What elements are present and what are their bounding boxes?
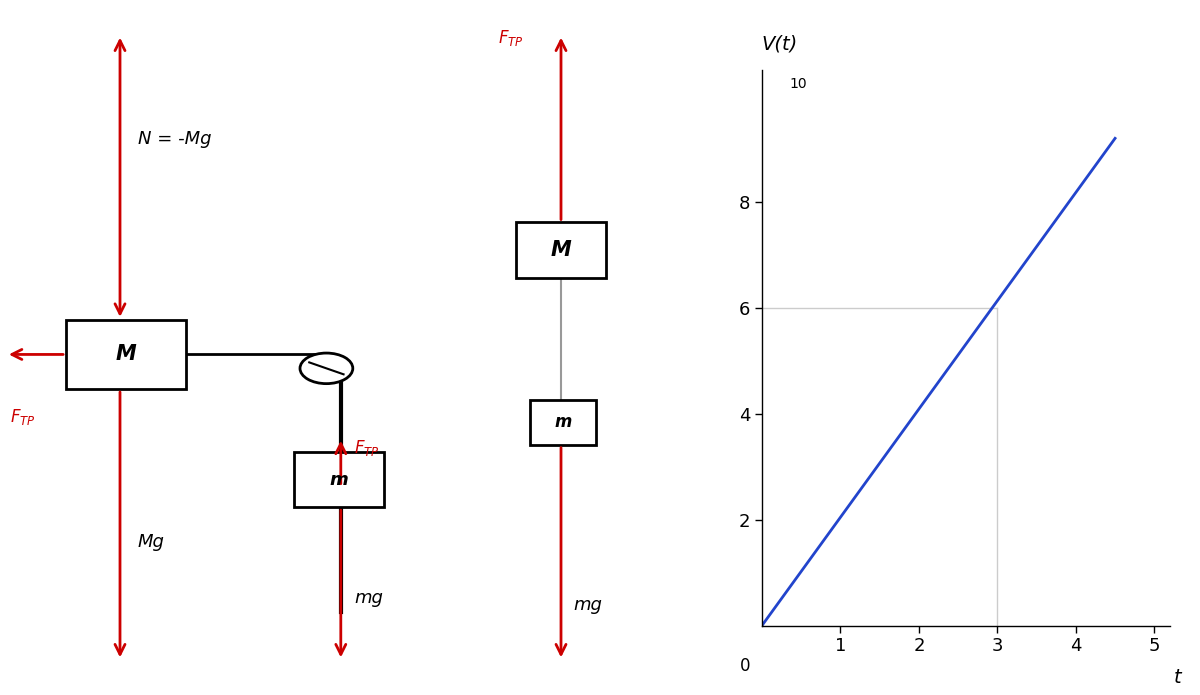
Text: Mg: Mg (138, 533, 164, 551)
Text: M: M (115, 345, 137, 364)
Text: M: M (551, 240, 571, 260)
Text: t: t (1174, 668, 1182, 687)
Text: V(t): V(t) (761, 35, 798, 54)
Text: $\mathit{F}_{TP}$: $\mathit{F}_{TP}$ (354, 439, 379, 458)
Text: 10: 10 (790, 76, 808, 90)
FancyBboxPatch shape (516, 222, 606, 278)
Circle shape (300, 353, 353, 384)
Text: $\mathit{F}_{TP}$: $\mathit{F}_{TP}$ (498, 28, 523, 48)
Text: 0: 0 (739, 657, 750, 676)
FancyBboxPatch shape (66, 320, 186, 389)
Text: mg: mg (354, 589, 383, 607)
FancyBboxPatch shape (530, 400, 596, 445)
Text: m: m (330, 471, 348, 489)
Text: m: m (554, 414, 572, 431)
Text: $\mathit{F}_{TP}$: $\mathit{F}_{TP}$ (10, 407, 35, 427)
Text: N = -Mg: N = -Mg (138, 130, 211, 148)
FancyBboxPatch shape (294, 452, 384, 507)
Text: mg: mg (574, 596, 602, 614)
